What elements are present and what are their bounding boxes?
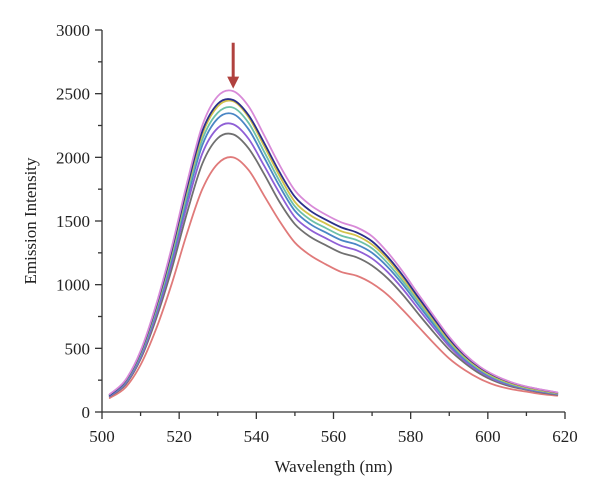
x-tick-label: 600: [475, 427, 501, 446]
y-tick-label: 1000: [56, 276, 90, 295]
y-tick-label: 2000: [56, 148, 90, 167]
series-line-3: [108, 122, 559, 397]
y-tick-label: 2500: [56, 85, 90, 104]
x-tick-label: 580: [398, 427, 424, 446]
series-group: [108, 89, 559, 399]
y-tick-label: 0: [82, 403, 91, 422]
series-line-4: [108, 112, 559, 397]
x-tick-label: 540: [244, 427, 270, 446]
y-tick-label: 500: [65, 339, 91, 358]
series-line-2: [108, 132, 559, 398]
ticks: 500 520 540 560 580 600 620 0 500 1000 1500 2000 250…: [56, 21, 578, 446]
x-tick-label: 520: [166, 427, 192, 446]
series-line-1: [108, 156, 559, 399]
y-tick-label: 3000: [56, 21, 90, 40]
x-tick-label: 560: [321, 427, 347, 446]
annotation: [227, 42, 240, 89]
x-tick-label: 500: [89, 427, 115, 446]
axes: [101, 30, 565, 413]
y-axis-title: Emission Intensity: [21, 157, 40, 285]
arrow-down-icon: [227, 76, 240, 89]
y-tick-label: 1500: [56, 212, 90, 231]
series-line-8: [108, 89, 559, 396]
x-axis-title: Wavelength (nm): [274, 457, 392, 476]
x-tick-label: 620: [552, 427, 578, 446]
